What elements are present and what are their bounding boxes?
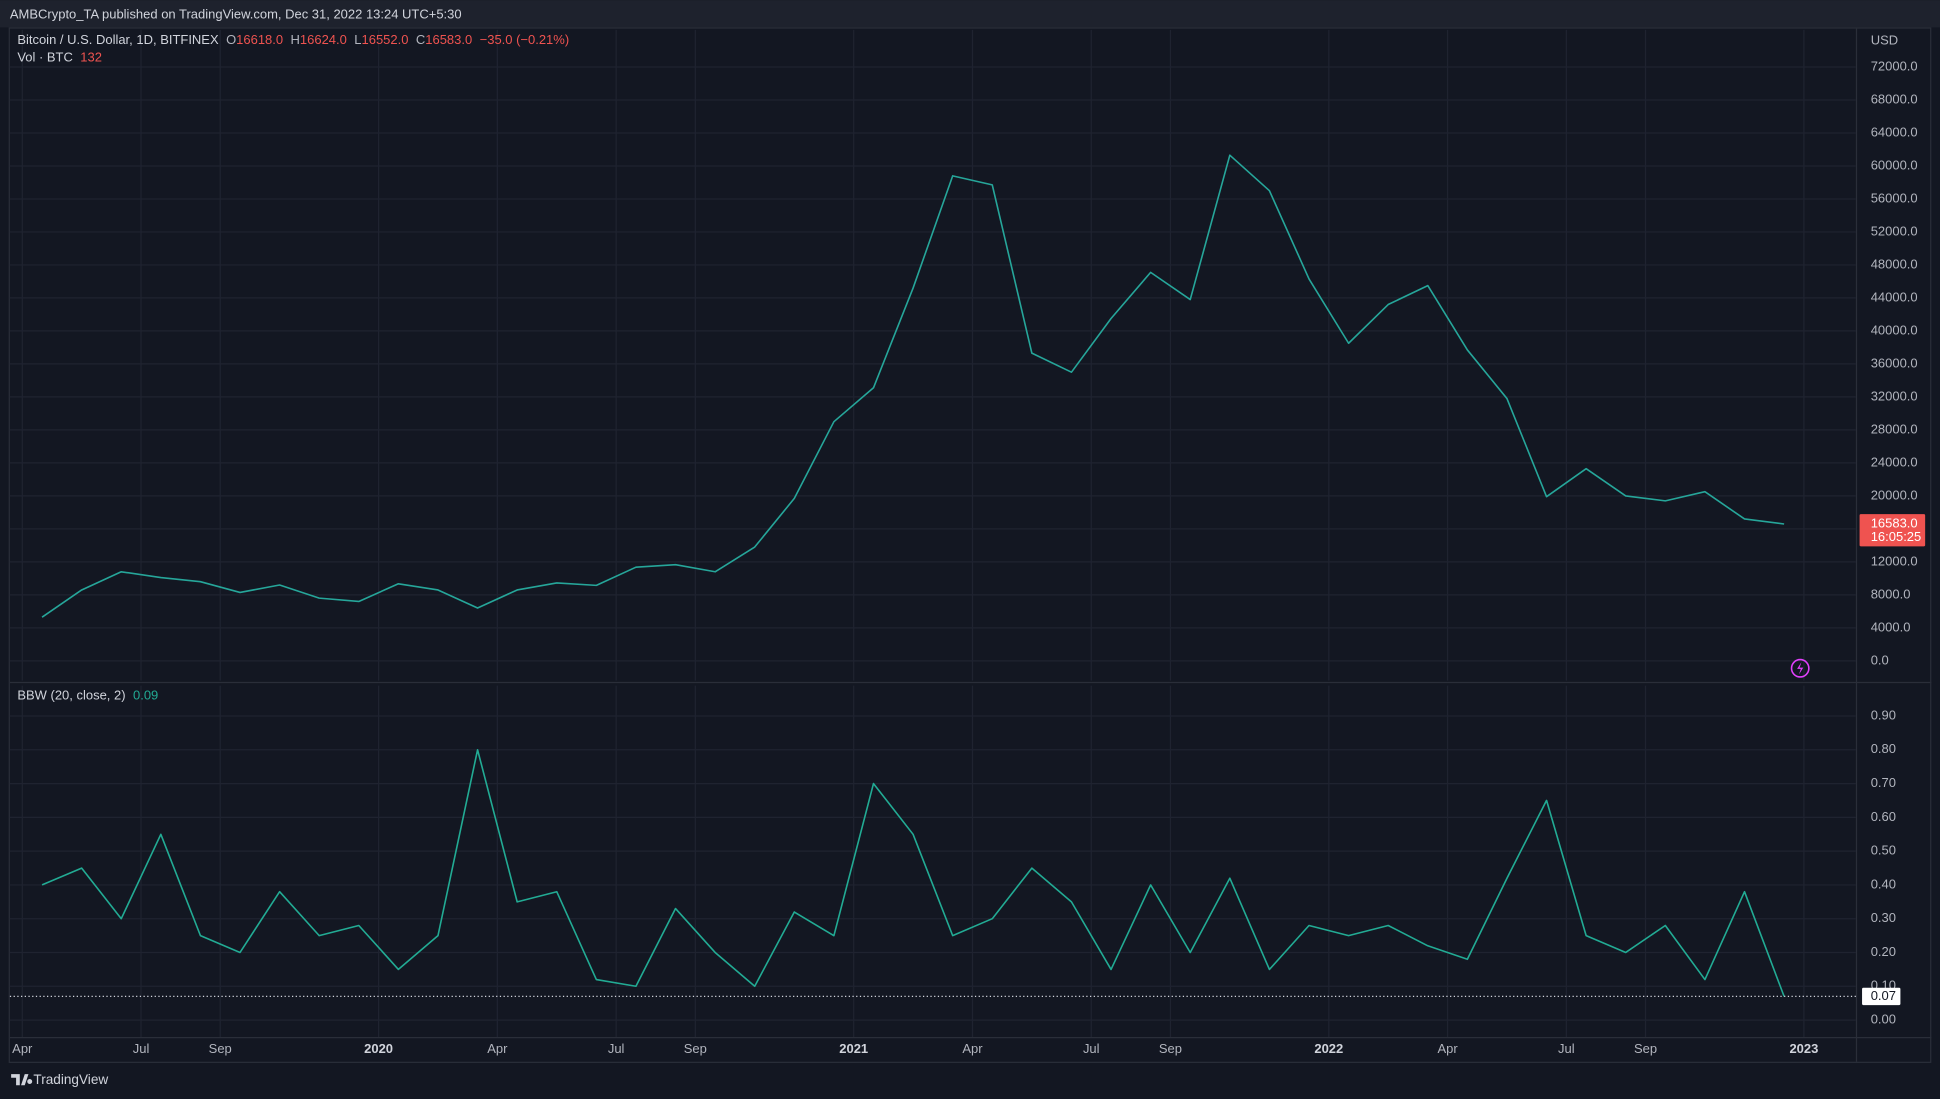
last-price-box bbox=[1859, 514, 1926, 547]
bbw-legend: BBW (20, close, 2) 0.09 bbox=[17, 688, 158, 703]
x-tick-label: 2023 bbox=[1789, 1041, 1818, 1056]
y-tick-label: 0.40 bbox=[1871, 876, 1896, 891]
y-tick-label: 44000.0 bbox=[1871, 289, 1918, 304]
y-tick-label: 0.90 bbox=[1871, 707, 1896, 722]
y-tick-label: 8000.0 bbox=[1871, 586, 1911, 601]
y-tick-label: 68000.0 bbox=[1871, 91, 1918, 106]
y-tick-label: 20000.0 bbox=[1871, 487, 1918, 502]
x-tick-label: Sep bbox=[1634, 1041, 1657, 1056]
y-tick-label: 72000.0 bbox=[1871, 58, 1918, 73]
y-tick-label: 0.60 bbox=[1871, 809, 1896, 824]
line-series bbox=[41, 749, 1785, 997]
price-legend: Bitcoin / U.S. Dollar, 1D, BITFINEX O1661… bbox=[17, 32, 569, 47]
marks bbox=[9, 154, 1856, 998]
ohlc-value: 16618.0 bbox=[236, 32, 283, 47]
volume-legend: Vol · BTC 132 bbox=[17, 50, 102, 65]
last-value-box bbox=[1862, 987, 1901, 1006]
y-tick-label: 0.0 bbox=[1871, 652, 1889, 667]
y-tick-label: 12000.0 bbox=[1871, 553, 1918, 568]
brand-logo bbox=[11, 1074, 33, 1086]
alert-icon bbox=[1790, 658, 1810, 678]
y-tick-label: 24000.0 bbox=[1871, 454, 1918, 469]
x-tick-label: 2020 bbox=[364, 1041, 393, 1056]
y-tick-label: 56000.0 bbox=[1871, 190, 1918, 205]
x-tick-label: Apr bbox=[1437, 1041, 1458, 1056]
currency-label: USD bbox=[1871, 32, 1898, 47]
ohlc-value: 16583.0 bbox=[425, 32, 472, 47]
x-tick-label: Sep bbox=[209, 1041, 232, 1056]
x-tick-label: Apr bbox=[487, 1041, 508, 1056]
y-tick-label: 60000.0 bbox=[1871, 157, 1918, 172]
x-tick-label: 2021 bbox=[839, 1041, 868, 1056]
y-tick-label: 52000.0 bbox=[1871, 223, 1918, 238]
labels: Bitcoin / U.S. Dollar, 1D, BITFINEX O1661… bbox=[12, 32, 1926, 1056]
y-tick-label: 64000.0 bbox=[1871, 124, 1918, 139]
footer: TradingView bbox=[11, 1072, 108, 1087]
volume-value: 132 bbox=[80, 50, 102, 65]
y-tick-label: 36000.0 bbox=[1871, 355, 1918, 370]
volume-name: Vol · BTC bbox=[17, 50, 73, 65]
header-text: AMBCrypto_TA published on TradingView.co… bbox=[10, 6, 462, 21]
x-tick-label: Jul bbox=[1558, 1041, 1575, 1056]
y-tick-label: 0.50 bbox=[1871, 843, 1896, 858]
y-tick-label: 0.20 bbox=[1871, 944, 1896, 959]
x-tick-label: 2022 bbox=[1314, 1041, 1343, 1056]
bbw-title: BBW (20, close, 2) bbox=[17, 688, 125, 703]
ohlc-label: H bbox=[291, 32, 300, 47]
ohlc-value: 16552.0 bbox=[362, 32, 409, 47]
header-bar bbox=[0, 0, 1940, 28]
y-tick-label: 0.30 bbox=[1871, 910, 1896, 925]
line-series bbox=[41, 154, 1785, 618]
change: −35.0 (−0.21%) bbox=[480, 32, 570, 47]
y-tick-label: 48000.0 bbox=[1871, 256, 1918, 271]
y-tick-label: 32000.0 bbox=[1871, 388, 1918, 403]
panel-frame bbox=[8, 27, 1932, 1063]
last-value-label: 0.07 bbox=[1871, 988, 1896, 1003]
x-tick-label: Apr bbox=[962, 1041, 983, 1056]
y-tick-label: 40000.0 bbox=[1871, 322, 1918, 337]
symbol-title: Bitcoin / U.S. Dollar, 1D, BITFINEX bbox=[17, 32, 219, 47]
ohlc-label: L bbox=[354, 32, 361, 47]
y-tick-label: 0.80 bbox=[1871, 741, 1896, 756]
y-tick-label: 0.00 bbox=[1871, 1012, 1896, 1027]
y-tick-label: 28000.0 bbox=[1871, 421, 1918, 436]
ohlc-value: 16624.0 bbox=[300, 32, 347, 47]
x-tick-label: Sep bbox=[1159, 1041, 1182, 1056]
x-tick-label: Jul bbox=[1083, 1041, 1100, 1056]
ohlc-label: O bbox=[226, 32, 236, 47]
y-tick-label: 4000.0 bbox=[1871, 619, 1911, 634]
brand-name: TradingView bbox=[33, 1072, 108, 1087]
x-tick-label: Jul bbox=[608, 1041, 625, 1056]
countdown-label: 16:05:25 bbox=[1871, 529, 1922, 544]
last-price-label: 16583.0 bbox=[1871, 516, 1918, 531]
x-tick-label: Apr bbox=[12, 1041, 33, 1056]
ohlc-label: C bbox=[416, 32, 425, 47]
y-tick-label: 0.70 bbox=[1871, 775, 1896, 790]
x-tick-label: Jul bbox=[133, 1041, 150, 1056]
bbw-value: 0.09 bbox=[133, 688, 158, 703]
x-tick-label: Sep bbox=[684, 1041, 707, 1056]
